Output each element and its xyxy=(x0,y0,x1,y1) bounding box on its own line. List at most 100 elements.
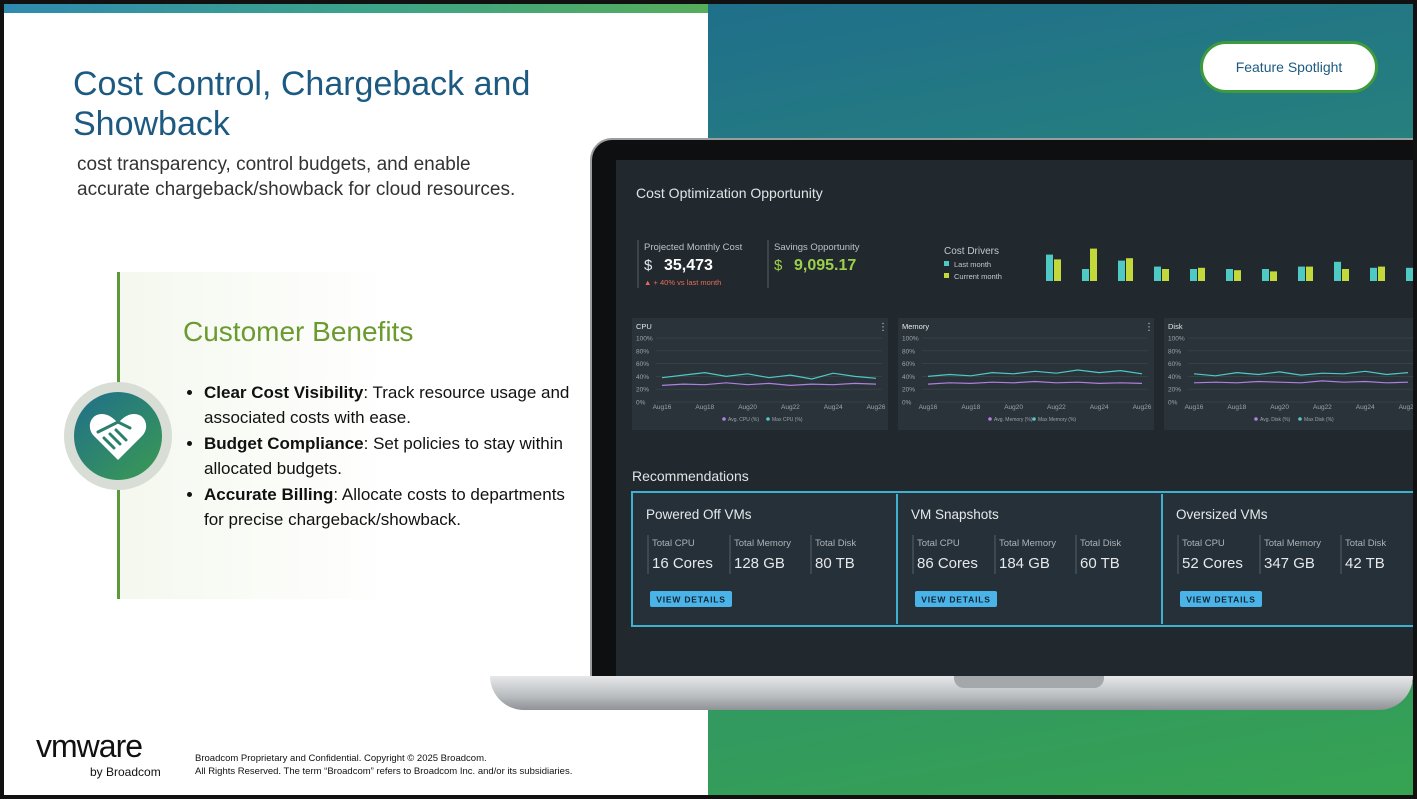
x-tick-label: Aug18 xyxy=(1227,404,1246,411)
chart-panel xyxy=(898,318,1154,430)
logo-byline: by Broadcom xyxy=(90,765,161,779)
legend-label: Avg. Disk (%) xyxy=(1260,417,1291,423)
stat-label: Total Disk xyxy=(815,538,856,549)
cost-bar xyxy=(1198,267,1205,281)
cost-bar xyxy=(1270,271,1277,281)
cost-bar xyxy=(1054,259,1061,281)
stat-value: 42 TB xyxy=(1345,555,1385,572)
legend-label: Max Disk (%) xyxy=(1304,417,1334,423)
stat-label: Total CPU xyxy=(917,538,960,549)
x-tick-label: Aug16 xyxy=(653,404,672,411)
stat-label: Total Disk xyxy=(1080,538,1121,549)
cost-drivers-title: Cost Drivers xyxy=(944,246,999,257)
metric-value: 9,095.17 xyxy=(794,257,856,274)
dashboard: Cost Optimization Opportunity Projected M… xyxy=(631,185,1413,627)
cost-bar xyxy=(1162,269,1169,281)
y-tick-label: 20% xyxy=(902,387,915,394)
cost-bar xyxy=(1406,267,1413,281)
metric-note: ▲ + 40% vs last month xyxy=(644,278,721,287)
handshake-icon xyxy=(74,392,162,480)
y-tick-label: 60% xyxy=(1168,361,1181,368)
benefits-title: Customer Benefits xyxy=(183,316,414,347)
benefit-text: : Allocate costs to departments for prec… xyxy=(204,485,565,529)
legend-label: Current month xyxy=(954,272,1002,281)
view-details-label: VIEW DETAILS xyxy=(921,595,990,605)
benefit-term: Accurate Billing xyxy=(204,485,334,504)
legend-dot xyxy=(766,417,770,421)
view-details-button xyxy=(650,591,732,607)
stat-value: 16 Cores xyxy=(652,555,713,572)
y-tick-label: 0% xyxy=(1168,400,1178,407)
view-details-label: VIEW DETAILS xyxy=(1186,595,1255,605)
legend-dot xyxy=(722,417,726,421)
metric-currency: $ xyxy=(644,257,653,274)
laptop-notch xyxy=(954,676,1104,688)
series-line xyxy=(1193,370,1409,377)
x-tick-label: Aug26 xyxy=(1399,404,1413,411)
cost-bar xyxy=(1262,269,1269,281)
legend-swatch xyxy=(944,261,949,266)
metric-label: Savings Opportunity xyxy=(774,242,860,253)
chart-menu: ⋮ xyxy=(1144,322,1154,333)
legend-label: Avg. Memory (%) xyxy=(994,417,1033,423)
usage-chart: CPU ⋮ 0% 20% 40% 60% 80% 100% Aug16 Aug18 Aug20 Aug… xyxy=(632,318,888,430)
stat-value: 347 GB xyxy=(1264,555,1315,572)
y-tick-label: 100% xyxy=(1168,336,1185,343)
benefit-term: Budget Compliance xyxy=(204,434,364,453)
x-tick-label: Aug24 xyxy=(1356,404,1375,411)
benefit-item: Accurate Billing: Allocate costs to depa… xyxy=(204,482,584,532)
cost-bar xyxy=(1190,269,1197,281)
x-tick-label: Aug22 xyxy=(1047,404,1066,411)
stat-value: 80 TB xyxy=(815,555,855,572)
legend-swatch xyxy=(944,273,949,278)
y-tick-label: 100% xyxy=(636,336,653,343)
stat-value: 52 Cores xyxy=(1182,555,1243,572)
card-title: VM Snapshots xyxy=(911,507,999,522)
x-tick-label: Aug20 xyxy=(1004,404,1023,411)
stat-value: 86 Cores xyxy=(917,555,978,572)
cost-bar xyxy=(1126,258,1133,281)
legal-line: Broadcom Proprietary and Confidential. C… xyxy=(195,753,487,764)
legend-label: Avg. CPU (%) xyxy=(728,417,759,423)
metric-label: Projected Monthly Cost xyxy=(644,242,743,253)
cost-bar xyxy=(1334,261,1341,281)
stat-value: 128 GB xyxy=(734,555,785,572)
cost-bar xyxy=(1046,254,1053,281)
dashboard-title: Cost Optimization Opportunity xyxy=(636,185,823,201)
chart-panel xyxy=(1164,318,1413,430)
benefit-term: Clear Cost Visibility xyxy=(204,383,364,402)
legend-label: Max CPU (%) xyxy=(772,417,803,423)
benefit-text: : Set policies to stay within allocated … xyxy=(204,434,563,478)
series-line xyxy=(661,382,877,387)
y-tick-label: 80% xyxy=(902,348,915,355)
benefit-item: Budget Compliance: Set policies to stay … xyxy=(204,431,584,481)
view-details-button xyxy=(1180,591,1262,607)
usage-chart: Memory ⋮ 0% 20% 40% 60% 80% 100% Aug16 Aug18 Aug20… xyxy=(898,318,1154,430)
legend-label: Last month xyxy=(954,260,991,269)
y-tick-label: 40% xyxy=(636,374,649,381)
slide-subtitle: cost transparency, control budgets, and … xyxy=(77,154,516,200)
chart-title: CPU xyxy=(636,322,652,331)
dashboard-screen: Cost Optimization Opportunity Projected M… xyxy=(616,160,1413,676)
usage-chart: Disk ⋮ 0% 20% 40% 60% 80% 100% Aug16 Aug18 Aug20 Au… xyxy=(1164,318,1413,430)
legend-dot xyxy=(988,417,992,421)
x-tick-label: Aug24 xyxy=(1090,404,1109,411)
chart-title: Memory xyxy=(902,322,929,331)
stat-value: 184 GB xyxy=(999,555,1050,572)
y-tick-label: 20% xyxy=(636,387,649,394)
legal-line: All Rights Reserved. The term “Broadcom”… xyxy=(195,766,573,777)
y-tick-label: 40% xyxy=(902,374,915,381)
y-tick-label: 0% xyxy=(636,400,646,407)
slide-title: Cost Control, Chargeback and Showback xyxy=(73,65,531,143)
series-line xyxy=(661,371,877,380)
cost-bar xyxy=(1378,266,1385,281)
y-tick-label: 100% xyxy=(902,336,919,343)
card-title: Oversized VMs xyxy=(1176,507,1268,522)
y-tick-label: 60% xyxy=(636,361,649,368)
chart-menu: ⋮ xyxy=(878,322,888,333)
cost-bar xyxy=(1154,266,1161,281)
legal-text: Broadcom Proprietary and Confidential. C… xyxy=(195,752,572,778)
vmware-logo: vmware xyxy=(36,728,143,764)
x-tick-label: Aug18 xyxy=(695,404,714,411)
cost-bar xyxy=(1298,266,1305,281)
